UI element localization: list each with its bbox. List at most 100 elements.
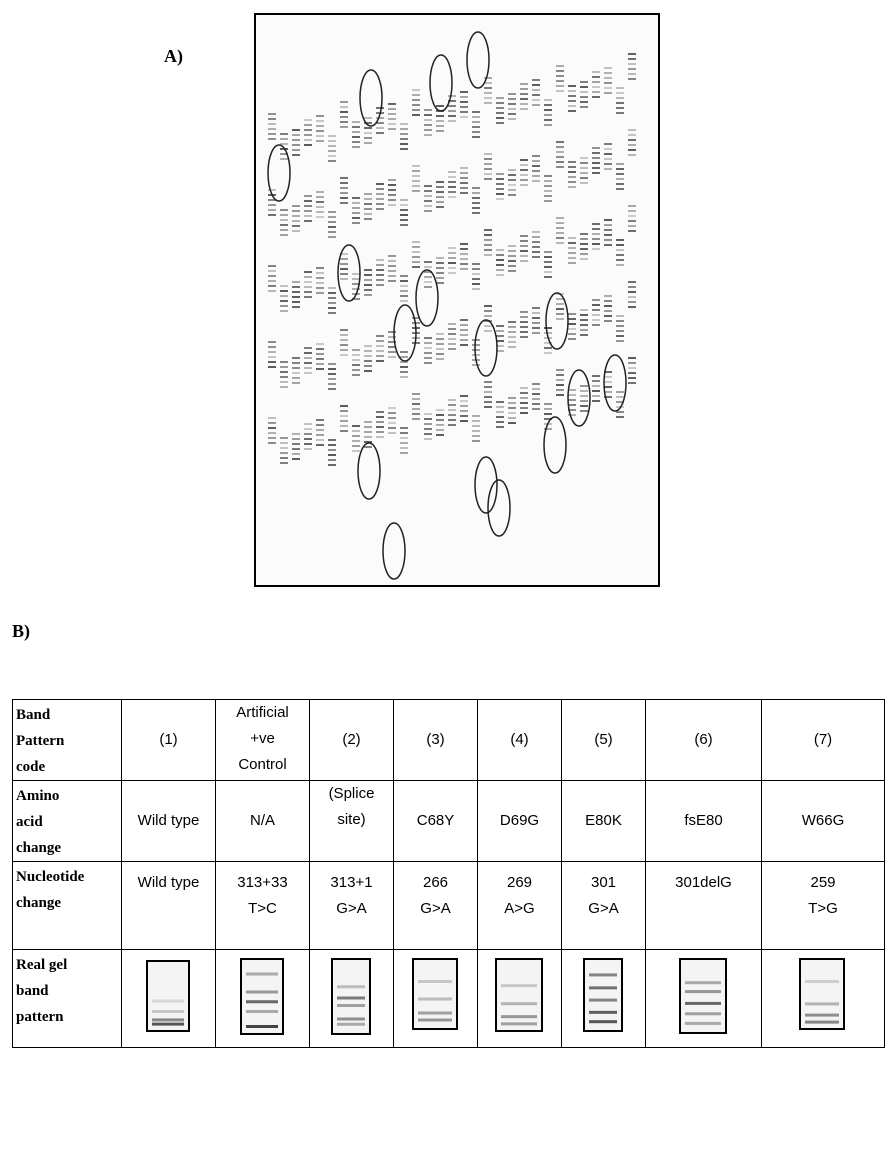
gel-lane bbox=[388, 255, 396, 282]
gel-lane bbox=[352, 349, 360, 376]
table-cell: fsE80 bbox=[645, 780, 762, 862]
gel-lane bbox=[508, 397, 516, 424]
gel-lane bbox=[460, 91, 468, 118]
gel-lane bbox=[580, 385, 588, 412]
cell-text: Wild type bbox=[137, 874, 200, 891]
gel-lane bbox=[292, 433, 300, 460]
gel-lane bbox=[424, 109, 432, 136]
row-header-line: Nucleotide bbox=[16, 869, 85, 885]
gel-lane bbox=[568, 389, 576, 416]
table-cell: (6) bbox=[645, 699, 762, 781]
row-header-line: Real gel bbox=[16, 957, 68, 973]
panel-b-label: B) bbox=[12, 621, 30, 641]
gel-lane bbox=[412, 165, 420, 192]
gel-lane bbox=[268, 341, 276, 368]
circled-lane bbox=[474, 319, 498, 377]
panel-a-label: A) bbox=[164, 46, 183, 66]
gel-lane bbox=[328, 439, 336, 466]
gel-lane bbox=[484, 77, 492, 104]
gel-lane bbox=[376, 335, 384, 362]
gel-lane bbox=[388, 103, 396, 130]
gel-lane bbox=[544, 99, 552, 126]
table-cell: Wild type bbox=[121, 780, 216, 862]
gel-lane bbox=[580, 81, 588, 108]
gel-lane bbox=[580, 157, 588, 184]
table-cell: Wild type bbox=[121, 861, 216, 950]
gel-lane bbox=[304, 347, 312, 374]
circled-lane bbox=[429, 54, 453, 112]
gel-lane bbox=[436, 257, 444, 284]
gel-lane bbox=[508, 321, 516, 348]
gel-lane bbox=[604, 219, 612, 246]
gel-lane bbox=[376, 183, 384, 210]
gel-lane bbox=[508, 93, 516, 120]
gel-lane bbox=[616, 163, 624, 190]
circled-lane bbox=[603, 354, 627, 412]
gel-lane bbox=[424, 261, 432, 288]
table-cell: (2) bbox=[309, 699, 394, 781]
gel-lane bbox=[496, 249, 504, 276]
gel-lane bbox=[352, 425, 360, 452]
gel-lane bbox=[448, 247, 456, 274]
circled-lane bbox=[393, 304, 417, 362]
gel-lane bbox=[448, 399, 456, 426]
cell-text: 313+33 bbox=[237, 874, 288, 891]
gel-lane bbox=[580, 233, 588, 260]
cell-text: (3) bbox=[426, 731, 445, 748]
gel-band-thumbnail bbox=[330, 958, 371, 1035]
gel-frame bbox=[254, 13, 660, 587]
gel-lane bbox=[292, 281, 300, 308]
gel-lane bbox=[568, 161, 576, 188]
gel-lane bbox=[376, 259, 384, 286]
table-cell: (Splice site) bbox=[309, 780, 394, 862]
gel-lane bbox=[472, 263, 480, 290]
table-cell: 301 G>A bbox=[561, 861, 646, 950]
gel-lane bbox=[376, 411, 384, 438]
table-cell: 266 G>A bbox=[393, 861, 478, 950]
gel-band-thumbnail bbox=[678, 958, 727, 1034]
gel-lane bbox=[628, 205, 636, 232]
gel-lane bbox=[424, 337, 432, 364]
gel-lane bbox=[604, 67, 612, 94]
cell-text: fsE80 bbox=[684, 812, 723, 829]
gel-lane bbox=[628, 357, 636, 384]
gel-lane bbox=[556, 217, 564, 244]
gel-lane bbox=[304, 423, 312, 450]
gel-lane bbox=[340, 253, 348, 280]
cell-text: G>A bbox=[420, 900, 451, 917]
row-header: Real gel band pattern bbox=[12, 949, 122, 1048]
gel-lane bbox=[328, 363, 336, 390]
gel-lane bbox=[292, 205, 300, 232]
cell-text: 259 bbox=[810, 874, 836, 891]
cell-text: (Splice bbox=[328, 785, 375, 802]
table-cell: C68Y bbox=[393, 780, 478, 862]
gel-lane bbox=[328, 135, 336, 162]
table-cell: 269 A>G bbox=[477, 861, 562, 950]
gel-lane bbox=[304, 195, 312, 222]
nucleotide-change-row: Nucleotide change Wild type 313+33 T>C 313+1 G… bbox=[12, 861, 885, 950]
gel-lane bbox=[484, 229, 492, 256]
gel-lane bbox=[448, 171, 456, 198]
cell-text: D69G bbox=[499, 812, 540, 829]
gel-lane bbox=[628, 53, 636, 80]
gel-lane bbox=[304, 119, 312, 146]
table-cell: E80K bbox=[561, 780, 646, 862]
gel-lane bbox=[532, 155, 540, 182]
gel-lane bbox=[364, 345, 372, 372]
gel-lane bbox=[472, 111, 480, 138]
gel-lane bbox=[472, 415, 480, 442]
gel-thumbnail-cell bbox=[309, 949, 394, 1048]
gel-lane bbox=[448, 323, 456, 350]
gel-lane bbox=[340, 177, 348, 204]
cell-text: (1) bbox=[159, 731, 178, 748]
gel-lane bbox=[412, 393, 420, 420]
table-cell: (1) bbox=[121, 699, 216, 781]
gel-lane bbox=[436, 409, 444, 436]
cell-text: 313+1 bbox=[330, 874, 373, 891]
cell-text: site) bbox=[337, 811, 366, 828]
gel-lane bbox=[628, 281, 636, 308]
circled-lane bbox=[466, 31, 490, 89]
gel-lane bbox=[604, 371, 612, 398]
gel-lane bbox=[400, 427, 408, 454]
gel-lane bbox=[532, 307, 540, 334]
